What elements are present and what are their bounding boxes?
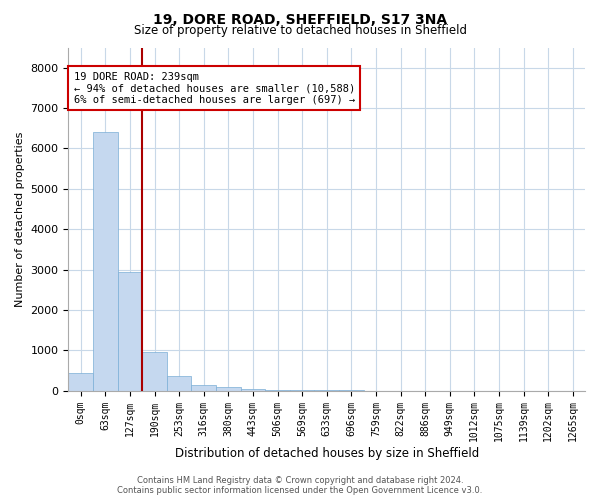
Text: 19 DORE ROAD: 239sqm
← 94% of detached houses are smaller (10,588)
6% of semi-de: 19 DORE ROAD: 239sqm ← 94% of detached h… bbox=[74, 72, 355, 104]
Bar bbox=[93, 132, 118, 390]
Text: Size of property relative to detached houses in Sheffield: Size of property relative to detached ho… bbox=[133, 24, 467, 37]
Bar bbox=[241, 389, 265, 390]
X-axis label: Distribution of detached houses by size in Sheffield: Distribution of detached houses by size … bbox=[175, 447, 479, 460]
Bar bbox=[118, 272, 142, 390]
Bar bbox=[167, 376, 191, 390]
Text: Contains HM Land Registry data © Crown copyright and database right 2024.
Contai: Contains HM Land Registry data © Crown c… bbox=[118, 476, 482, 495]
Bar bbox=[142, 352, 167, 391]
Bar bbox=[191, 384, 216, 390]
Y-axis label: Number of detached properties: Number of detached properties bbox=[15, 132, 25, 306]
Bar bbox=[68, 373, 93, 390]
Bar bbox=[216, 388, 241, 390]
Text: 19, DORE ROAD, SHEFFIELD, S17 3NA: 19, DORE ROAD, SHEFFIELD, S17 3NA bbox=[153, 12, 447, 26]
